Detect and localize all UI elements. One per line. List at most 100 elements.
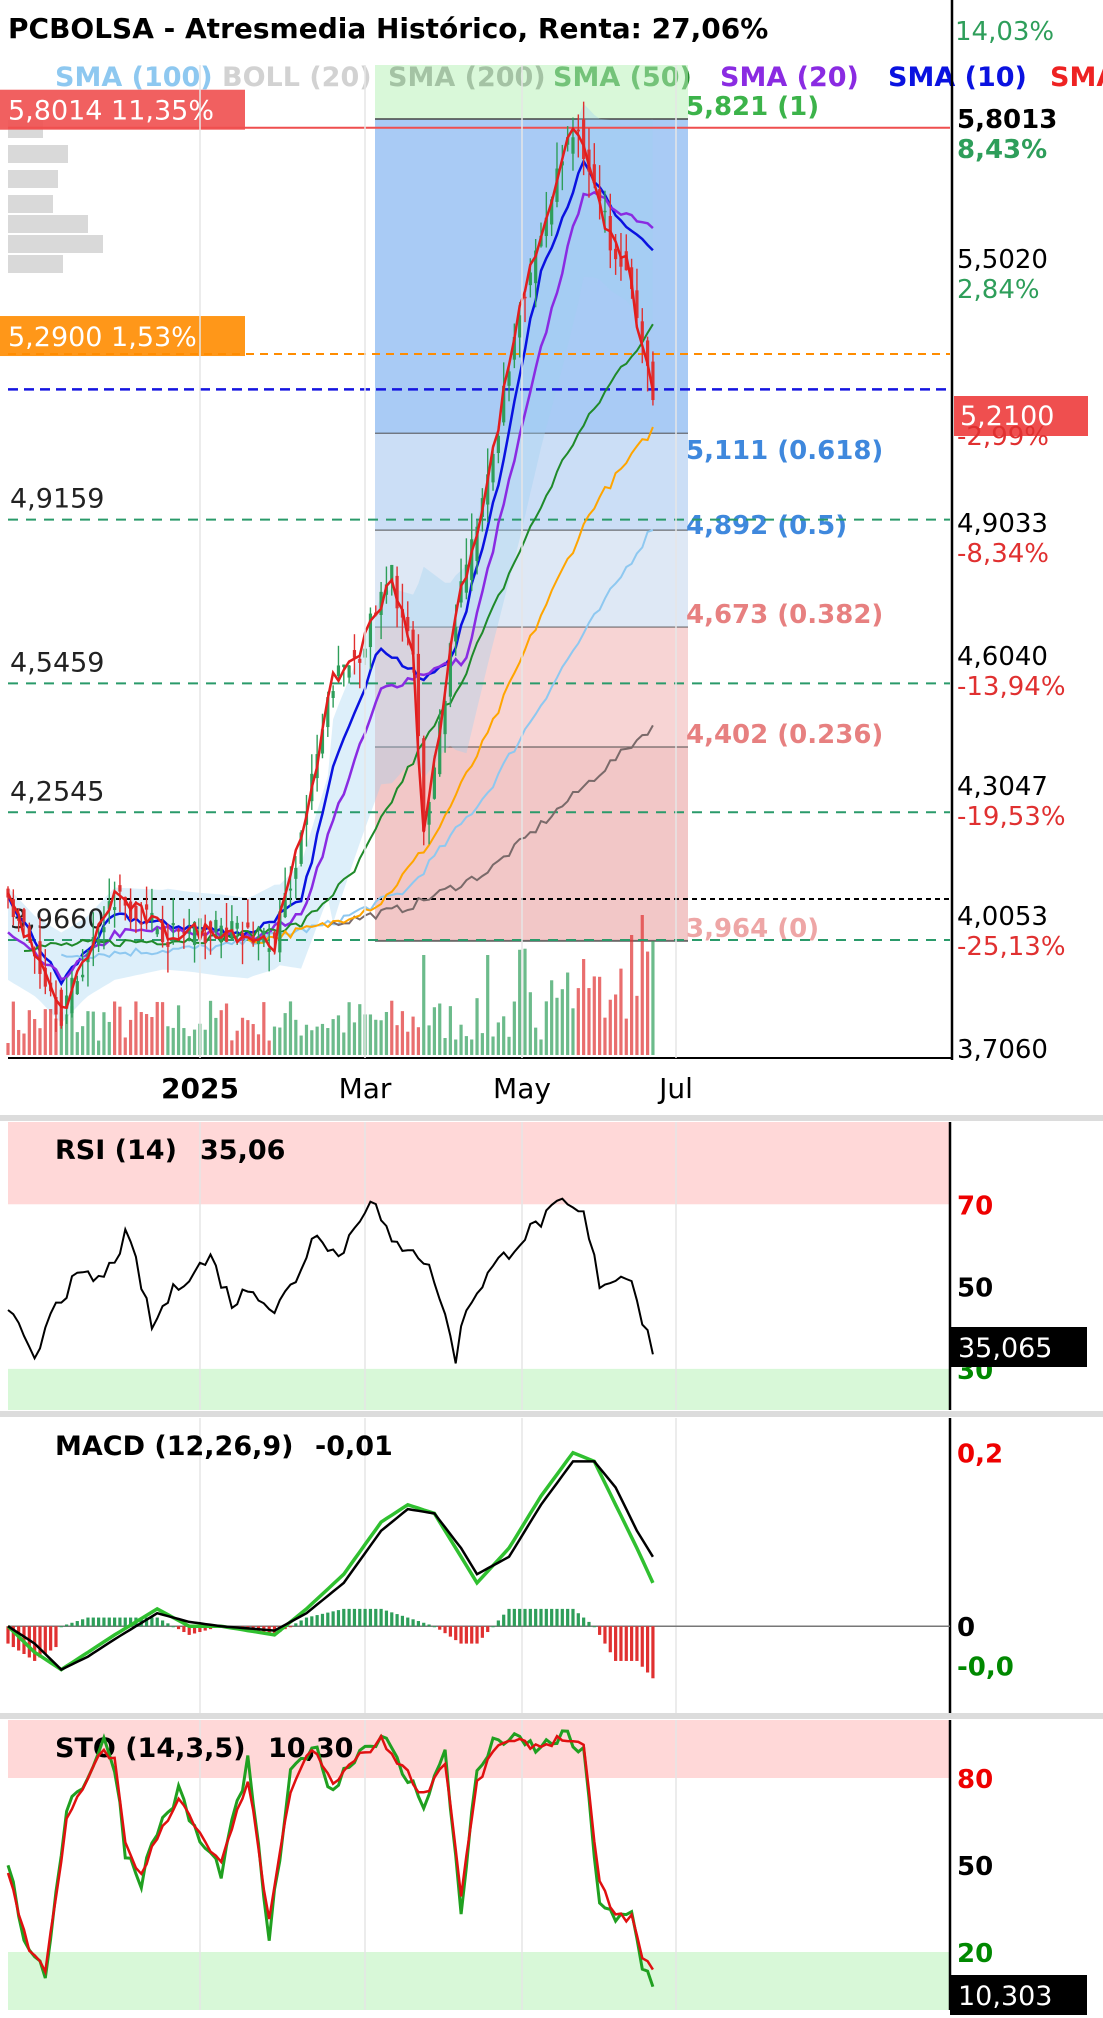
volume-bar bbox=[299, 1035, 303, 1055]
support-label: 4,5459 bbox=[10, 647, 104, 678]
volume-bar bbox=[91, 1011, 95, 1055]
volume-bar bbox=[512, 1001, 516, 1055]
candle-body bbox=[518, 315, 522, 338]
volume-bar bbox=[608, 999, 612, 1055]
candle-body bbox=[155, 929, 159, 935]
volume-bar bbox=[59, 1012, 63, 1055]
candle-body bbox=[75, 981, 79, 995]
volume-bar bbox=[171, 1027, 175, 1055]
volume-bar bbox=[267, 1040, 271, 1055]
volume-bar bbox=[75, 1032, 79, 1055]
candle-body bbox=[288, 888, 293, 891]
volume-bar bbox=[176, 1005, 181, 1055]
volume-bar bbox=[160, 1002, 165, 1055]
x-axis-tick: May bbox=[493, 1072, 551, 1105]
volume-bar bbox=[336, 1015, 341, 1055]
panel-level: 50 bbox=[957, 1852, 993, 1882]
sto-d-line bbox=[6, 1733, 654, 1977]
macd-histogram-bar bbox=[43, 1626, 47, 1654]
macd-histogram-bar bbox=[491, 1626, 495, 1628]
volume-bar bbox=[288, 1001, 293, 1055]
rsi-line bbox=[7, 1197, 654, 1364]
candle-body bbox=[299, 832, 303, 864]
macd-histogram-bar bbox=[342, 1608, 346, 1627]
macd-histogram-bar bbox=[507, 1608, 511, 1627]
volume-bar bbox=[107, 1021, 111, 1055]
legend-entry: SMA bbox=[1050, 62, 1103, 93]
macd-histogram-bar bbox=[480, 1626, 484, 1638]
sto-k-line bbox=[6, 1729, 655, 1988]
candle-body bbox=[544, 217, 548, 237]
macd-histogram-bar bbox=[384, 1610, 389, 1627]
volume-bar bbox=[550, 980, 554, 1055]
volume-bar bbox=[523, 948, 527, 1055]
candle-body bbox=[496, 435, 500, 454]
x-axis-tick: 2025 bbox=[161, 1072, 239, 1105]
volume-bar bbox=[283, 1013, 287, 1055]
macd-histogram-bar bbox=[331, 1611, 335, 1627]
macd-histogram-bar bbox=[107, 1617, 111, 1627]
candle-body bbox=[347, 665, 351, 678]
volume-profile-bar bbox=[8, 170, 58, 188]
candle-body bbox=[619, 256, 623, 267]
fib-label: 5,821 (1) bbox=[686, 92, 819, 122]
panel-title: STO (14,3,5) bbox=[55, 1733, 246, 1764]
legend-entry: SMA (20) bbox=[720, 62, 859, 93]
macd-histogram-bar bbox=[475, 1626, 479, 1644]
volume-bar bbox=[630, 935, 634, 1055]
volume-bar bbox=[518, 949, 522, 1055]
volume-bar bbox=[27, 1010, 31, 1055]
volume-bar bbox=[566, 972, 570, 1055]
panel-value-tag bbox=[950, 1975, 1087, 2015]
macd-histogram-bar bbox=[646, 1626, 650, 1673]
candle-body bbox=[587, 149, 591, 172]
fib-label: 4,402 (0.236) bbox=[686, 720, 883, 750]
volume-bar bbox=[560, 989, 564, 1055]
candle-body bbox=[118, 885, 122, 892]
y-axis-pct: -19,53% bbox=[957, 802, 1066, 832]
macd-histogram-bar bbox=[65, 1624, 69, 1627]
macd-line bbox=[6, 1450, 655, 1672]
volume-bar bbox=[166, 1026, 170, 1055]
panel-level: 70 bbox=[957, 1191, 993, 1221]
candle-body bbox=[97, 939, 101, 945]
candle-body bbox=[528, 272, 532, 286]
candle-body bbox=[427, 801, 431, 825]
panel-value-tag-label: 35,065 bbox=[958, 1333, 1052, 1364]
macd-histogram-bar bbox=[523, 1608, 527, 1627]
candle-body bbox=[43, 967, 47, 987]
volume-bar bbox=[587, 988, 591, 1055]
macd-histogram-bar bbox=[454, 1626, 458, 1641]
volume-bar bbox=[155, 1001, 159, 1055]
candle-body bbox=[438, 721, 442, 775]
volume-bar bbox=[33, 1019, 37, 1055]
volume-bar bbox=[582, 959, 586, 1055]
candle-body bbox=[278, 911, 282, 953]
candle-body bbox=[113, 907, 117, 911]
panel-level: 50 bbox=[957, 1274, 993, 1304]
volume-bar bbox=[555, 997, 559, 1055]
candle-body bbox=[283, 892, 287, 918]
macd-histogram-bar bbox=[443, 1626, 447, 1634]
volume-bar bbox=[422, 955, 426, 1055]
panel-title: MACD (12,26,9) bbox=[55, 1431, 294, 1462]
macd-histogram-bar bbox=[416, 1621, 421, 1627]
y-axis-pct: 2,84% bbox=[957, 275, 1040, 305]
macd-histogram-bar bbox=[582, 1617, 586, 1627]
macd-histogram-bar bbox=[512, 1608, 516, 1627]
volume-bar bbox=[304, 1024, 309, 1055]
volume-bar bbox=[251, 1024, 255, 1055]
macd-histogram-bar bbox=[619, 1626, 623, 1661]
volume-bar bbox=[214, 1017, 218, 1055]
candle-body bbox=[139, 922, 143, 925]
candle-body bbox=[208, 921, 213, 933]
volume-bar bbox=[278, 1027, 282, 1055]
macd-histogram-bar bbox=[160, 1620, 165, 1627]
candle-body bbox=[512, 336, 516, 360]
macd-histogram-bar bbox=[571, 1608, 575, 1627]
candle-body bbox=[475, 526, 479, 562]
macd-histogram-bar bbox=[155, 1617, 159, 1627]
macd-histogram-bar bbox=[326, 1612, 330, 1627]
volume-bar bbox=[486, 955, 490, 1055]
